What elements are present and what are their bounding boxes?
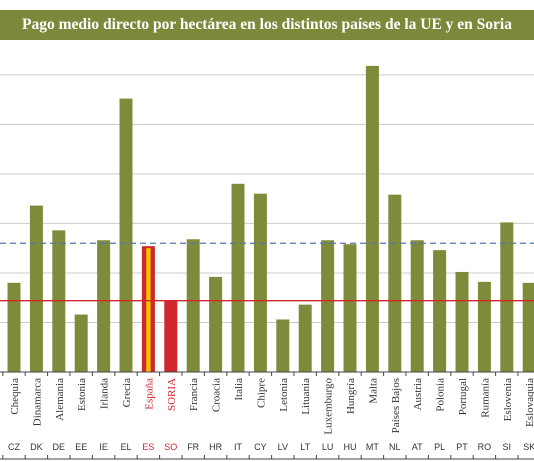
bar-EE xyxy=(74,314,88,372)
chart-title: Pago medio directo por hectárea en los d… xyxy=(0,10,534,40)
x-tick-label: Grecia xyxy=(121,378,133,407)
bar-LU xyxy=(321,240,335,372)
country-codes: CZ DK DE EE IE EL ES SO FR HR IT CY LV LT LU HU MT NL AT PL… xyxy=(8,442,534,452)
x-tick-label: Malta xyxy=(367,378,379,404)
country-code: ES xyxy=(142,442,154,452)
bar-HR xyxy=(209,276,223,372)
country-code: SO xyxy=(164,442,177,452)
bar-SO xyxy=(164,300,178,372)
country-code: DK xyxy=(30,442,43,452)
bar-AT xyxy=(410,240,424,372)
x-axis xyxy=(0,371,534,460)
country-code: LT xyxy=(300,442,310,452)
bar-NL xyxy=(388,194,402,372)
bar-RO xyxy=(477,281,491,372)
bar-ES-stripe xyxy=(146,248,151,372)
x-tick-label: Chequia xyxy=(9,378,21,415)
bars xyxy=(7,65,534,373)
x-tick-label: Hungría xyxy=(345,378,357,414)
x-tick-labels: Chequia Dinamarca Alemania Estonia Irlanda Gr… xyxy=(9,378,534,435)
country-code: EL xyxy=(120,442,131,452)
bar-CZ xyxy=(7,282,21,372)
country-code: PT xyxy=(456,442,468,452)
bar-PT xyxy=(455,271,469,372)
bar-SI xyxy=(500,222,514,372)
x-tick-label: Portugal xyxy=(457,378,469,415)
country-code: HR xyxy=(209,442,222,452)
x-tick-label: Italia xyxy=(233,378,245,401)
x-tick-label: Alemania xyxy=(54,378,66,421)
gridlines xyxy=(0,74,534,323)
x-tick-label: Letonia xyxy=(278,378,290,412)
country-code: PL xyxy=(434,442,445,452)
x-tick-label: Lituania xyxy=(300,378,312,415)
x-tick-label: Irlanda xyxy=(99,378,111,409)
bar-IT xyxy=(231,183,245,372)
bar-LV xyxy=(276,319,290,372)
country-code: NL xyxy=(389,442,401,452)
bar-HU xyxy=(343,244,357,372)
x-tick-label: España xyxy=(143,378,155,410)
reference-lines xyxy=(0,242,534,302)
bar-SK xyxy=(522,282,534,372)
country-code: MT xyxy=(366,442,379,452)
country-code: EE xyxy=(75,442,87,452)
x-tick-label: SORIA xyxy=(166,378,178,411)
country-code: CY xyxy=(254,442,267,452)
country-code: IE xyxy=(99,442,108,452)
bar-CY xyxy=(253,193,267,372)
x-tick-label: Francia xyxy=(188,378,200,411)
x-tick-label: Polonia xyxy=(435,378,447,412)
country-code: DE xyxy=(53,442,66,452)
x-tick-label: Luxemburgo xyxy=(323,378,335,435)
country-code: CZ xyxy=(8,442,20,452)
x-tick-label: Eslovenia xyxy=(502,378,514,421)
bar-FR xyxy=(186,239,200,372)
x-tick-label: Austria xyxy=(412,378,424,411)
x-tick-label: Eslovaquia xyxy=(524,378,534,427)
x-tick-label: Croacia xyxy=(211,378,223,412)
bar-IE xyxy=(97,240,111,372)
country-code: FR xyxy=(187,442,199,452)
x-tick-label: Chipre xyxy=(255,378,267,408)
x-tick-label: Dinamarca xyxy=(31,378,43,426)
country-code: HU xyxy=(344,442,357,452)
country-code: LV xyxy=(278,442,288,452)
x-tick-label: Países Bajos xyxy=(390,378,402,433)
bar-DK xyxy=(29,205,43,372)
country-code: LU xyxy=(322,442,334,452)
x-tick-label: Rumanía xyxy=(479,378,491,418)
country-code: SI xyxy=(503,442,512,452)
bar-EL xyxy=(119,98,133,373)
country-code: SK xyxy=(523,442,534,452)
country-code: IT xyxy=(234,442,243,452)
country-code: RO xyxy=(478,442,492,452)
bar-PL xyxy=(433,250,447,372)
bar-LT xyxy=(298,304,312,372)
x-tick-label: Estonia xyxy=(76,378,88,411)
country-code: AT xyxy=(412,442,423,452)
bar-MT xyxy=(365,65,379,372)
